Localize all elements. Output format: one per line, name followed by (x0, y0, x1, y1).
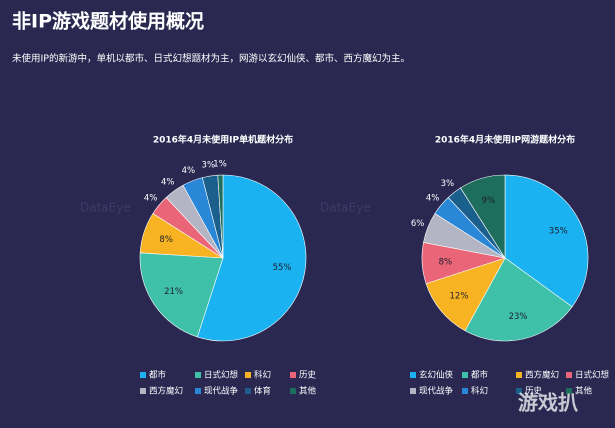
data-label: 3% (441, 179, 455, 189)
legend-label: 西方魔幻 (525, 370, 559, 381)
data-label: 4% (182, 166, 196, 176)
legend-label: 都市 (149, 370, 167, 381)
data-label: 8% (439, 257, 453, 267)
data-label: 4% (144, 194, 158, 204)
legend-swatch (290, 388, 296, 394)
legend-label: 科幻 (471, 386, 488, 397)
legend-label: 西方魔幻 (149, 386, 183, 397)
legend-swatch (462, 372, 468, 378)
data-label: 3% (202, 161, 216, 171)
data-label: 4% (426, 194, 440, 204)
slide-subtitle: 未使用IP的新游中，单机以都市、日式幻想题材为主，网游以玄幻仙侠、都市、西方魔幻… (12, 53, 410, 65)
data-label: 21% (164, 287, 183, 297)
legend-label: 历史 (299, 370, 317, 381)
watermark: DataEye (80, 201, 131, 215)
legend-swatch (290, 372, 296, 378)
legend-swatch (516, 388, 522, 394)
pie-slice (460, 174, 506, 260)
data-label: 12% (450, 292, 469, 302)
legend-swatch (516, 372, 522, 378)
data-label: 35% (549, 226, 568, 236)
data-label: 9% (482, 196, 496, 206)
legend-label: 日式幻想 (575, 370, 610, 381)
legend-label: 现代战争 (204, 386, 239, 397)
legend-swatch (195, 388, 201, 394)
legend-swatch (566, 372, 572, 378)
legend-label: 都市 (471, 370, 489, 381)
legend-label: 其他 (575, 386, 593, 397)
data-label: 6% (411, 219, 425, 229)
legend-label: 其他 (299, 386, 317, 397)
legend-swatch (566, 388, 572, 394)
legend-swatch (462, 388, 468, 394)
data-label: 55% (273, 263, 292, 273)
legend-swatch (140, 388, 146, 394)
pie-slice (504, 174, 589, 308)
legend-label: 现代战争 (419, 386, 454, 397)
legend-swatch (195, 372, 201, 378)
legend-label: 科幻 (254, 370, 271, 381)
chart-title: 2016年4月未使用IP网游题材分布 (435, 134, 575, 146)
pie-slice (139, 252, 224, 338)
data-label: 4% (161, 177, 175, 187)
legend-label: 玄幻仙侠 (419, 370, 454, 381)
pie-slice (425, 257, 506, 332)
legend-label: 日式幻想 (204, 370, 239, 381)
pie-slice (464, 257, 573, 342)
legend-swatch (410, 388, 416, 394)
data-label: 1% (213, 160, 227, 170)
legend-swatch (140, 372, 146, 378)
pie-slice (196, 174, 307, 342)
slide-title: 非IP游戏题材使用概况 (12, 10, 204, 33)
watermark: DataEye (320, 201, 371, 215)
legend-swatch (410, 372, 416, 378)
chart-title: 2016年4月未使用IP单机题材分布 (153, 134, 293, 146)
pie-slice (217, 174, 224, 259)
legend-label: 历史 (525, 386, 543, 397)
legend-swatch (245, 372, 251, 378)
legend-label: 体育 (254, 386, 271, 397)
data-label: 8% (159, 235, 173, 245)
data-label: 23% (509, 312, 528, 322)
legend-swatch (245, 388, 251, 394)
logo: 游戏扒 (518, 391, 578, 415)
